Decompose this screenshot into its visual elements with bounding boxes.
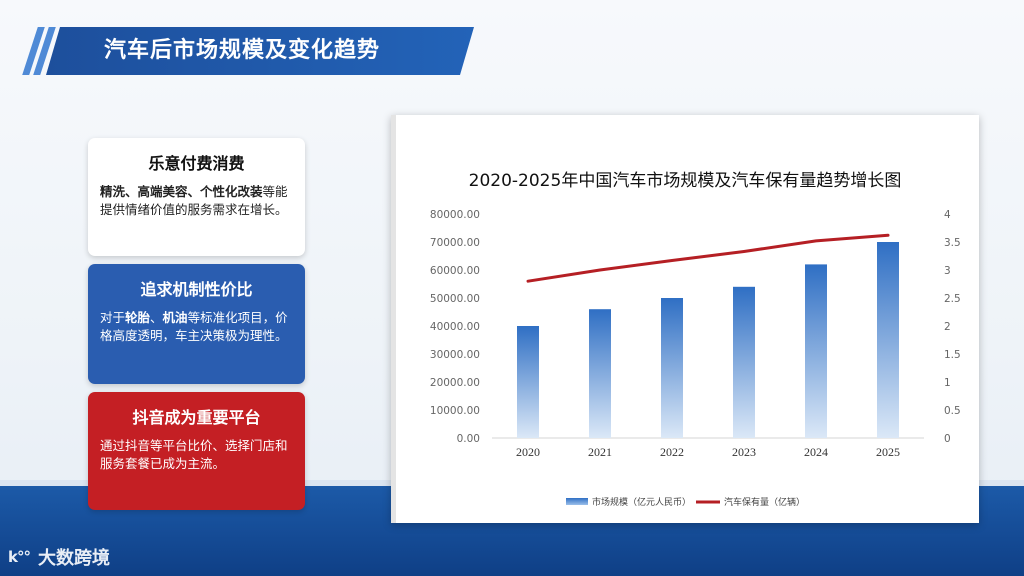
y-left-tick-label: 60000.00: [430, 265, 480, 277]
y-right-tick-label: 4: [944, 209, 951, 221]
card-body-highlight-oil: 机油: [162, 310, 188, 325]
card-body-separator: 、: [150, 310, 163, 325]
page-title: 汽车后市场规模及变化趋势: [104, 38, 381, 63]
card-body: 通过抖音等平台比价、选择门店和服务套餐已成为主流。: [100, 438, 288, 471]
y-right-tick-label: 1.5: [944, 349, 961, 361]
y-left-tick-label: 50000.00: [430, 293, 480, 305]
y-left-tick-label: 70000.00: [430, 237, 480, 249]
bar-2021: [589, 309, 611, 438]
x-tick-label: 2020: [516, 445, 540, 459]
title-banner: [46, 27, 474, 75]
card-title: 抖音成为重要平台: [132, 408, 261, 427]
y-right-tick-label: 3: [944, 265, 951, 277]
y-right-tick-label: 2.5: [944, 293, 961, 305]
y-left-tick-label: 30000.00: [430, 349, 480, 361]
chart-title: 2020-2025年中国汽车市场规模及汽车保有量趋势增长图: [469, 171, 902, 191]
y-right-tick-label: 2: [944, 321, 951, 333]
card-body-text: 等标准化项目，价格高度透明，车主决策极为理性。: [100, 310, 288, 343]
brand-logo: k°° 大数跨境: [8, 544, 110, 570]
line-series-vehicle-ownership: [526, 233, 890, 283]
y-right-tick-label: 3.5: [944, 237, 961, 249]
legend-swatch-market-size: [566, 498, 588, 505]
x-tick-label: 2025: [876, 445, 900, 459]
y-left-tick-label: 0.00: [457, 433, 480, 445]
combo-chart: 2020-2025年中国汽车市场规模及汽车保有量趋势增长图 0.00 10000.0…: [430, 171, 961, 508]
y-left-tick-label: 20000.00: [430, 377, 480, 389]
card-body: 精洗、高端美容、个性化改装等能提供情绪价值的服务需求在增长。: [100, 183, 293, 219]
card-douyin-platform: 抖音成为重要平台 通过抖音等平台比价、选择门店和服务套餐已成为主流。: [88, 392, 305, 510]
y-left-tick-label: 80000.00: [430, 209, 480, 221]
card-body-highlight-tire: 轮胎: [125, 310, 151, 325]
brand-name: 大数跨境: [37, 548, 110, 569]
y-right-tick-label: 0.5: [944, 405, 961, 417]
card-body-text: 等能提供情绪价值的服务需求在增长。: [100, 184, 288, 217]
y-right-tick-label: 0: [944, 433, 951, 445]
brand-logo-icon: k°°: [8, 548, 31, 566]
card-value-for-money: 追求机制性价比 对于轮胎、机油等标准化项目，价格高度透明，车主决策极为理性。: [88, 264, 305, 384]
bar-2022: [661, 298, 683, 438]
bar-2020: [517, 326, 539, 438]
bar-2023: [733, 286, 755, 438]
x-tick-label: 2021: [588, 445, 612, 459]
y-left-tick-label: 10000.00: [430, 405, 480, 417]
card-body-highlight: 精洗、高端美容、个性化改装: [100, 184, 263, 199]
x-tick-label: 2022: [660, 445, 684, 459]
y-right-tick-label: 1: [944, 377, 951, 389]
x-tick-label: 2024: [804, 445, 828, 459]
x-tick-label: 2023: [732, 445, 756, 459]
y-left-tick-label: 40000.00: [430, 321, 480, 333]
bar-2025: [877, 242, 899, 438]
card-body: 对于轮胎、机油等标准化项目，价格高度透明，车主决策极为理性。: [100, 309, 293, 345]
legend-label-market-size: 市场规模（亿元人民币）: [592, 496, 691, 508]
bar-2024: [805, 264, 827, 438]
card-title: 乐意付费消费: [148, 154, 245, 173]
card-willing-to-pay: 乐意付费消费 精洗、高端美容、个性化改装等能提供情绪价值的服务需求在增长。: [88, 138, 305, 256]
chart-panel: 2020-2025年中国汽车市场规模及汽车保有量趋势增长图 0.00 10000.0…: [391, 115, 979, 523]
card-body-prefix: 对于: [100, 310, 126, 325]
legend-label-vehicle-ownership: 汽车保有量（亿辆）: [724, 496, 805, 508]
card-title: 追求机制性价比: [140, 280, 253, 299]
